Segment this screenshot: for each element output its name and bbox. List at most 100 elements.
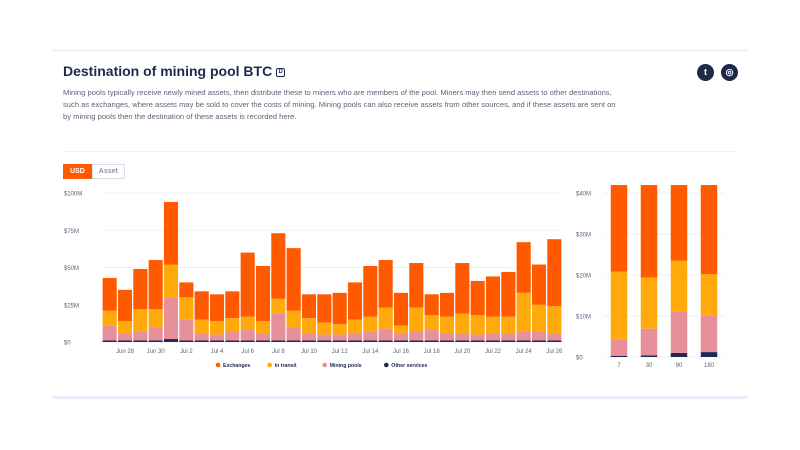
bar-in-transit[interactable]: [301, 318, 317, 334]
bar-in-transit[interactable]: [424, 315, 439, 331]
usd-toggle-button[interactable]: USD: [63, 164, 92, 179]
bar-exchanges[interactable]: [347, 282, 363, 320]
bar-mining-pools[interactable]: [240, 330, 255, 341]
legend-label-in-transit[interactable]: In transit: [275, 363, 297, 369]
bar-other-services[interactable]: [286, 340, 301, 342]
bar-in-transit[interactable]: [286, 310, 301, 328]
bar-other-services[interactable]: [640, 355, 658, 357]
bar-other-services[interactable]: [363, 340, 378, 342]
bar-in-transit[interactable]: [148, 309, 163, 328]
bar-mining-pools[interactable]: [531, 331, 547, 341]
bar-in-transit[interactable]: [347, 319, 363, 334]
bar-in-transit[interactable]: [163, 264, 179, 298]
bar-mining-pools[interactable]: [163, 297, 179, 340]
bar-mining-pools[interactable]: [501, 333, 516, 341]
bar-exchanges[interactable]: [255, 266, 271, 322]
info-icon[interactable]: D: [276, 68, 286, 77]
bar-exchanges[interactable]: [209, 294, 225, 322]
legend-label-mining-pools[interactable]: Mining pools: [330, 363, 362, 369]
bar-in-transit[interactable]: [363, 316, 378, 332]
bar-exchanges[interactable]: [393, 292, 409, 326]
bar-in-transit[interactable]: [700, 274, 718, 316]
bar-exchanges[interactable]: [301, 294, 317, 319]
bar-other-services[interactable]: [455, 340, 470, 342]
bar-mining-pools[interactable]: [409, 331, 424, 341]
bar-in-transit[interactable]: [531, 304, 547, 332]
bar-in-transit[interactable]: [332, 324, 347, 335]
bar-mining-pools[interactable]: [286, 327, 301, 341]
bar-mining-pools[interactable]: [610, 339, 628, 356]
bar-in-transit[interactable]: [640, 277, 658, 329]
bar-mining-pools[interactable]: [347, 333, 363, 341]
bar-in-transit[interactable]: [470, 315, 485, 335]
bar-exchanges[interactable]: [547, 239, 562, 307]
bar-mining-pools[interactable]: [179, 319, 194, 341]
bar-exchanges[interactable]: [485, 276, 501, 317]
bar-mining-pools[interactable]: [317, 334, 332, 341]
bar-other-services[interactable]: [610, 355, 628, 357]
bar-other-services[interactable]: [301, 340, 317, 342]
bar-mining-pools[interactable]: [225, 331, 240, 341]
bar-in-transit[interactable]: [255, 321, 271, 334]
bar-exchanges[interactable]: [531, 264, 547, 305]
bar-exchanges[interactable]: [117, 289, 133, 322]
bar-other-services[interactable]: [271, 340, 286, 342]
bar-mining-pools[interactable]: [455, 333, 470, 341]
bar-other-services[interactable]: [347, 340, 363, 342]
bar-exchanges[interactable]: [424, 294, 439, 316]
bar-other-services[interactable]: [547, 340, 562, 342]
bar-other-services[interactable]: [194, 340, 209, 342]
bar-other-services[interactable]: [700, 352, 718, 357]
bar-other-services[interactable]: [439, 340, 455, 342]
bar-in-transit[interactable]: [409, 307, 424, 332]
bar-other-services[interactable]: [501, 340, 516, 342]
bar-mining-pools[interactable]: [363, 331, 378, 341]
bar-exchanges[interactable]: [439, 292, 455, 317]
bar-mining-pools[interactable]: [255, 333, 271, 341]
bar-other-services[interactable]: [393, 340, 409, 342]
bar-other-services[interactable]: [378, 340, 393, 342]
bar-exchanges[interactable]: [610, 185, 628, 272]
bar-exchanges[interactable]: [700, 185, 718, 275]
bar-in-transit[interactable]: [485, 316, 501, 334]
bar-in-transit[interactable]: [393, 325, 409, 334]
bar-mining-pools[interactable]: [148, 327, 163, 341]
bar-mining-pools[interactable]: [424, 330, 439, 341]
bar-exchanges[interactable]: [409, 263, 424, 308]
bar-mining-pools[interactable]: [547, 333, 562, 341]
bar-exchanges[interactable]: [317, 294, 332, 323]
bar-mining-pools[interactable]: [670, 311, 688, 353]
bar-in-transit[interactable]: [378, 307, 393, 329]
bar-exchanges[interactable]: [148, 260, 163, 310]
bar-other-services[interactable]: [317, 340, 332, 342]
bar-exchanges[interactable]: [163, 201, 179, 265]
bar-exchanges[interactable]: [501, 271, 516, 317]
bar-other-services[interactable]: [409, 340, 424, 342]
bar-in-transit[interactable]: [117, 321, 133, 334]
bar-exchanges[interactable]: [363, 266, 378, 317]
bar-mining-pools[interactable]: [102, 325, 117, 341]
bar-other-services[interactable]: [148, 340, 163, 342]
bar-in-transit[interactable]: [670, 260, 688, 312]
bar-other-services[interactable]: [531, 340, 547, 342]
bar-other-services[interactable]: [102, 340, 117, 342]
bar-in-transit[interactable]: [317, 322, 332, 335]
bar-mining-pools[interactable]: [301, 333, 317, 341]
bar-in-transit[interactable]: [610, 271, 628, 340]
bar-in-transit[interactable]: [547, 306, 562, 334]
bar-mining-pools[interactable]: [117, 333, 133, 341]
bar-in-transit[interactable]: [225, 318, 240, 332]
bar-other-services[interactable]: [424, 340, 439, 342]
bar-in-transit[interactable]: [102, 310, 117, 326]
bar-other-services[interactable]: [117, 340, 133, 342]
bar-other-services[interactable]: [163, 339, 179, 342]
bar-other-services[interactable]: [240, 340, 255, 342]
bar-in-transit[interactable]: [194, 319, 209, 334]
bar-in-transit[interactable]: [516, 292, 531, 332]
bar-exchanges[interactable]: [194, 291, 209, 320]
bar-mining-pools[interactable]: [271, 313, 286, 341]
bar-exchanges[interactable]: [179, 282, 194, 298]
bar-exchanges[interactable]: [102, 277, 117, 311]
bar-other-services[interactable]: [470, 340, 485, 342]
bar-in-transit[interactable]: [439, 316, 455, 334]
